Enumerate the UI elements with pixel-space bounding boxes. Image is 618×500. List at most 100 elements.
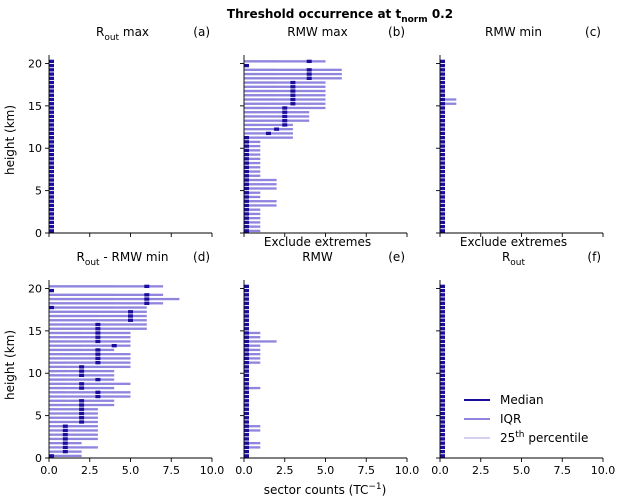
bar-median (440, 148, 445, 153)
panel-title-sub: out (85, 258, 100, 268)
bar-median (440, 114, 445, 119)
y-tick-label: 10 (28, 367, 42, 380)
bar-iqr (244, 217, 261, 220)
bar-iqr (49, 297, 180, 301)
bar-median (290, 80, 296, 85)
bar-median (440, 93, 445, 97)
xlabel-tail: ) (382, 483, 387, 497)
bar-median (440, 365, 445, 369)
panels-group: 0 5 10 15 20 Rout max (a) RMW max (b) RMW min (c) 0… (28, 25, 615, 477)
bar-median (244, 399, 249, 403)
panel-title-line: Rout - RMW min (76, 250, 168, 268)
bar-iqr (244, 170, 261, 173)
bar-iqr (244, 89, 326, 93)
bar-median (49, 157, 54, 161)
bar-median (244, 216, 249, 220)
bar-median (440, 110, 445, 114)
bar-iqr (49, 336, 131, 339)
bar-median (95, 335, 101, 339)
bar-median (49, 165, 54, 169)
bar-iqr (49, 314, 147, 318)
bar-median (440, 182, 445, 186)
y-tick-label: 0 (35, 227, 42, 240)
bar-median (244, 454, 249, 458)
bar-iqr (244, 60, 326, 63)
bar-median (244, 403, 249, 407)
x-tick-label: 7.5 (163, 464, 181, 477)
bar-median (49, 85, 54, 89)
panel-title-main: RMW (302, 250, 333, 264)
bar-median (49, 305, 54, 310)
bar-median (62, 437, 68, 441)
bar-median (244, 152, 249, 157)
bar-median (79, 373, 85, 378)
bar-median (290, 89, 296, 93)
bar-iqr (244, 68, 342, 71)
bar-median (49, 80, 54, 85)
bar-iqr (244, 187, 277, 190)
bar-iqr (244, 195, 261, 199)
bar-iqr (49, 420, 98, 424)
panel-1: 0 5 10 15 20 Rout max (a) (28, 25, 213, 240)
bar-median (440, 224, 445, 229)
bar-median (440, 314, 445, 318)
bar-median (244, 310, 249, 314)
panel-title-sub: out (510, 258, 525, 268)
bar-iqr (244, 128, 293, 131)
bar-median (440, 403, 445, 407)
bar-median (244, 424, 249, 428)
bar-iqr (244, 204, 277, 207)
bar-median (440, 318, 445, 322)
bar-median (282, 110, 288, 114)
bar-iqr (49, 344, 131, 347)
xlabel-main: sector counts (TC (264, 483, 369, 497)
bar-median (95, 348, 101, 352)
bar-median (265, 131, 271, 136)
bar-iqr (49, 310, 147, 313)
bar-median (95, 339, 101, 344)
bar-iqr (244, 111, 310, 114)
x-tick-label: 10.0 (200, 464, 225, 477)
bar-iqr (244, 102, 326, 105)
bar-median (49, 191, 54, 195)
bar-median (244, 382, 249, 386)
bar-median (49, 106, 54, 110)
panel-letter: (f) (587, 250, 601, 264)
bar-median (244, 331, 249, 335)
bar-median (244, 186, 249, 191)
bar-median (440, 123, 445, 127)
bar-median (49, 229, 54, 233)
bar-median (274, 127, 280, 131)
bar-median (95, 356, 101, 361)
bar-median (244, 169, 249, 174)
bar-median (440, 220, 445, 225)
bar-median (440, 135, 445, 140)
bar-iqr (244, 331, 261, 335)
bar-iqr (244, 98, 326, 101)
bar-median (244, 195, 249, 199)
bar-median (128, 314, 133, 318)
bar-median (95, 331, 101, 335)
bar-median (440, 68, 445, 72)
bar-median (244, 203, 249, 208)
bar-iqr (244, 425, 261, 428)
y-tick-label: 15 (28, 100, 42, 113)
bar-median (440, 131, 445, 136)
bar-median (79, 416, 85, 420)
x-tick-label: 10.0 (591, 464, 616, 477)
x-tick-label: 5.0 (122, 464, 140, 477)
bar-median (440, 399, 445, 403)
panel-title-main: Exclude extremes (264, 235, 371, 249)
bar-median (244, 437, 249, 441)
bar-median (62, 441, 68, 445)
bar-median (49, 208, 54, 212)
panel-title-line: RMW max (287, 25, 348, 39)
y-tick-label: 10 (28, 142, 42, 155)
bar-iqr (244, 361, 261, 364)
y-tick-label: 20 (28, 57, 42, 70)
bar-median (440, 212, 445, 216)
bar-iqr (244, 348, 261, 352)
bar-median (244, 318, 249, 322)
bar-median (440, 284, 445, 289)
bar-iqr (49, 416, 98, 419)
